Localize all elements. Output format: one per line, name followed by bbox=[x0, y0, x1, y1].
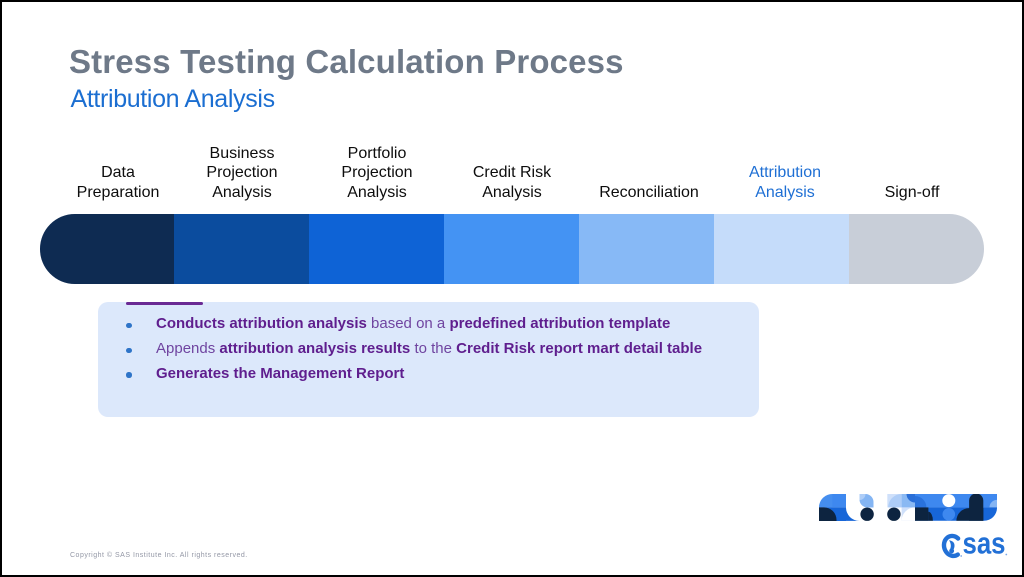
svg-text:sas: sas bbox=[963, 531, 1006, 561]
